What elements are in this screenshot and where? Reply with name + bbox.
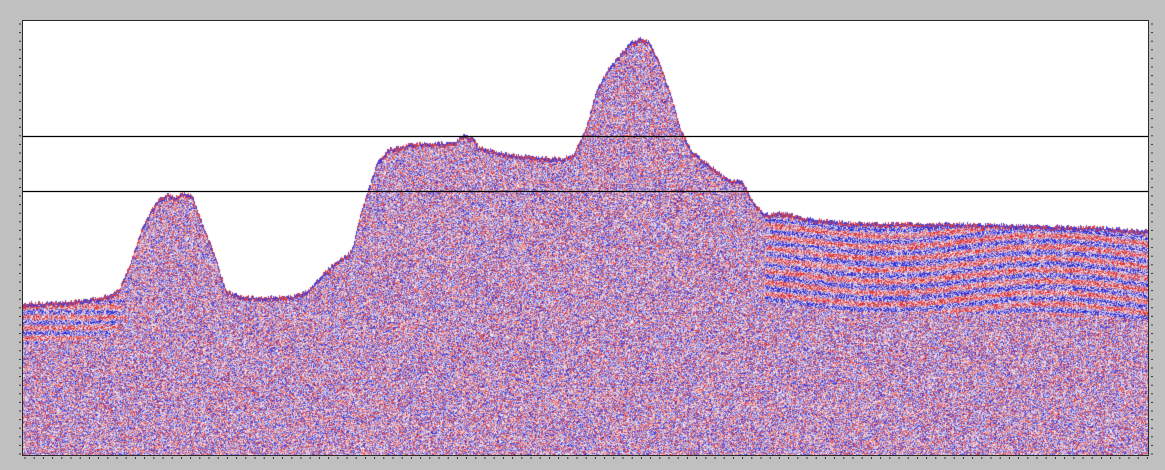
seismic-section-plot[interactable] [22, 20, 1149, 456]
left-tick-ruler [13, 20, 21, 456]
right-tick-ruler [1151, 20, 1159, 456]
seismic-amplitude-image [23, 21, 1148, 455]
bottom-tick-ruler [22, 457, 1149, 465]
horizon-overlay [23, 135, 1148, 193]
